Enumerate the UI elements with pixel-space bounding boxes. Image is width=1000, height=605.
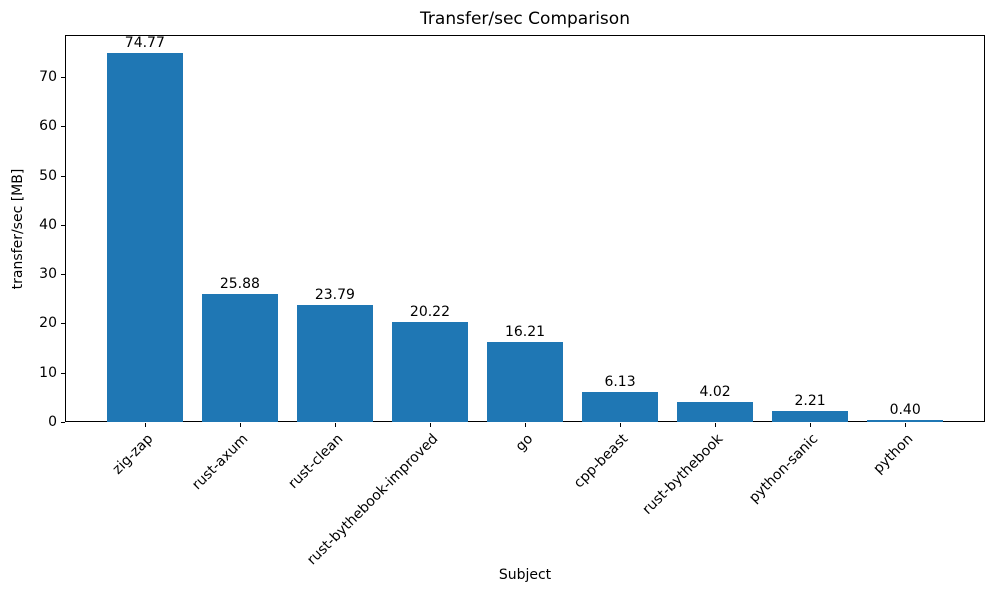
x-tick-mark [715,423,717,427]
y-tick-label: 50 [39,167,57,184]
x-tick-mark [810,423,812,427]
bar [202,294,278,422]
y-tick-mark [61,323,65,325]
y-tick-label: 30 [39,266,57,283]
y-tick-mark [61,372,65,374]
x-tick-mark [620,423,622,427]
y-tick-mark [61,76,65,78]
bar-value-label: 20.22 [409,304,450,321]
bar-value-label: 74.77 [124,35,165,52]
y-tick-mark [61,274,65,276]
x-tick-mark [239,423,241,427]
bar-value-label: 23.79 [314,286,355,303]
y-tick-label: 0 [48,414,57,430]
x-tick-mark [525,423,526,427]
bar-value-label: 6.13 [604,373,636,390]
x-tick-mark [334,423,336,427]
bar [867,420,943,422]
chart-title: Transfer/sec Comparison [420,9,630,29]
bar [297,304,373,422]
x-axis-label: Subject [498,567,552,583]
bar-value-label: 16.21 [504,324,546,341]
x-tick-mark [429,423,431,427]
y-tick-mark [61,126,65,128]
y-tick-label: 10 [39,364,57,381]
y-tick-mark [61,422,65,423]
bar-value-label: 2.21 [794,393,826,410]
bar [677,402,753,422]
y-tick-label: 40 [39,216,57,233]
x-tick-mark [144,423,146,427]
y-tick-label: 60 [39,118,57,135]
bar-value-label: 4.02 [699,384,731,401]
y-tick-label: 70 [39,68,57,85]
y-tick-mark [61,175,65,177]
bar [392,322,468,422]
bar [772,411,848,422]
y-tick-mark [61,224,65,226]
bar [582,391,658,422]
bar [487,342,563,422]
bar [107,53,183,422]
y-tick-label: 20 [39,315,57,332]
bar-value-label: 25.88 [219,276,260,293]
x-tick-mark [905,423,907,427]
bar-value-label: 0.40 [889,402,921,419]
